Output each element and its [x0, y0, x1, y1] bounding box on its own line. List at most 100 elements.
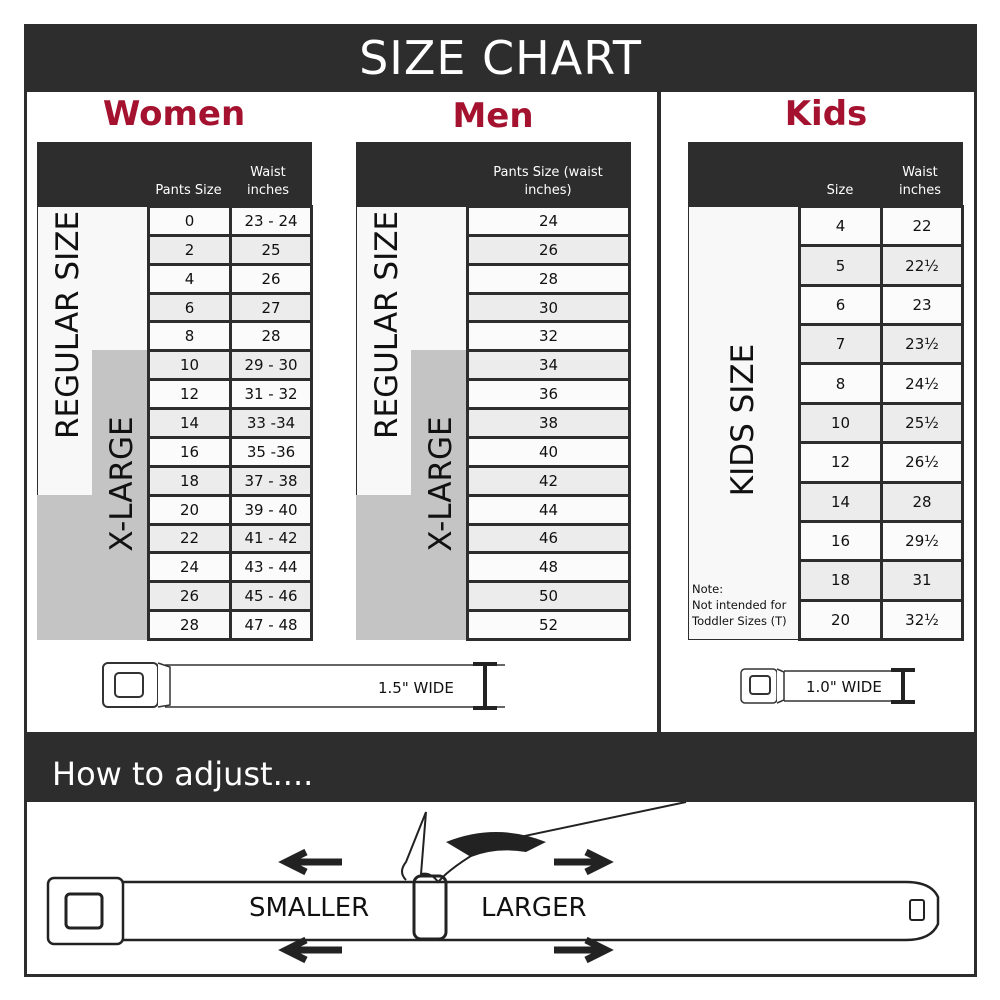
women-col-waist: Waist inches — [246, 165, 289, 198]
women-cell: 26 — [232, 265, 310, 292]
women-col-size: Pants Size — [155, 183, 222, 198]
kids-cell: 10 — [801, 404, 880, 442]
women-cell: 43 - 44 — [232, 554, 310, 581]
women-cell: 35 -36 — [232, 438, 310, 465]
men-title: Men — [452, 96, 534, 136]
men-size-table: 24 26 28 30 32 34 36 38 40 42 44 46 48 50 52 — [466, 205, 631, 641]
women-cell: 22 — [150, 525, 229, 552]
men-cell: 24 — [469, 208, 628, 234]
kids-cell: 22½ — [883, 247, 961, 284]
women-cell: 25 — [232, 236, 310, 263]
kids-cell: 18 — [801, 562, 880, 599]
women-cell: 29 - 30 — [232, 352, 310, 379]
women-cell: 28 — [232, 323, 310, 350]
men-cell: 30 — [469, 294, 628, 321]
kids-title: Kids — [784, 94, 868, 134]
belt-1-5-strap-end — [95, 664, 597, 708]
arrow-right-icon — [554, 848, 614, 876]
women-cell: 20 — [150, 496, 229, 523]
kids-cell: 7 — [801, 326, 880, 363]
women-cell: 0 — [150, 208, 229, 234]
kids-cell: 8 — [801, 365, 880, 402]
women-cell: 31 - 32 — [232, 381, 310, 408]
arrow-right-icon — [554, 936, 614, 964]
kids-note: Note: Not intended for Toddler Sizes (T) — [692, 581, 787, 629]
kids-size-table: 4 22 5 22½ 6 23 7 23½ 8 24½ 10 25½ 12 26½ 14 28 16 29½ 18 3… — [798, 205, 964, 641]
women-cell: 2 — [150, 236, 229, 263]
kids-cell: 22 — [883, 208, 961, 245]
women-cell: 27 — [232, 294, 310, 321]
kids-cell: 6 — [801, 286, 880, 324]
kids-cell: 29½ — [883, 522, 961, 560]
women-cell: 45 - 46 — [232, 583, 310, 610]
note-title: Note: — [692, 582, 724, 596]
men-xlarge-region-lower — [356, 495, 467, 640]
arrow-left-icon — [278, 936, 342, 964]
men-cell: 52 — [469, 612, 628, 638]
belt-1-5-illustration — [102, 662, 505, 708]
women-cell: 41 - 42 — [232, 525, 310, 552]
kids-cell: 24½ — [883, 365, 961, 402]
smaller-label: SMALLER — [249, 893, 370, 923]
adjust-illustration — [46, 802, 940, 964]
note-line-1: Not intended for — [692, 598, 787, 612]
women-cell: 16 — [150, 438, 229, 465]
kids-cell: 26½ — [883, 444, 961, 481]
women-cell: 37 - 38 — [232, 467, 310, 494]
kids-cell: 25½ — [883, 404, 961, 442]
kids-cell: 32½ — [883, 601, 961, 638]
kids-cell: 5 — [801, 247, 880, 284]
men-cell: 34 — [469, 352, 628, 379]
larger-label: LARGER — [481, 893, 587, 923]
men-cell: 48 — [469, 554, 628, 581]
women-xlarge-region-lower — [37, 495, 148, 640]
women-xlarge-label: X-LARGE — [104, 416, 140, 552]
belt-width-label-1-0: 1.0" WIDE — [806, 678, 882, 696]
women-cell: 28 — [150, 612, 229, 638]
belt-width-label-1-5: 1.5" WIDE — [378, 679, 454, 697]
kids-table-header: Size Waist inches — [688, 142, 963, 206]
page-title: SIZE CHART — [24, 24, 977, 92]
women-cell: 8 — [150, 323, 229, 350]
men-cell: 38 — [469, 410, 628, 436]
men-cell: 32 — [469, 323, 628, 350]
women-cell: 6 — [150, 294, 229, 321]
women-cell: 24 — [150, 554, 229, 581]
men-col-size: Pants Size (waist inches) — [493, 165, 603, 198]
kids-col-size: Size — [826, 183, 854, 198]
women-title: Women — [102, 94, 246, 134]
adjust-title: How to adjust.... — [24, 732, 977, 802]
kids-col-waist: Waist inches — [898, 165, 941, 198]
women-cell: 39 - 40 — [232, 496, 310, 523]
women-cell: 26 — [150, 583, 229, 610]
belt-strap — [118, 880, 940, 942]
kids-cell: 20 — [801, 601, 880, 638]
kids-cell: 16 — [801, 522, 880, 560]
kids-cell: 12 — [801, 444, 880, 481]
women-cell: 18 — [150, 467, 229, 494]
women-cell: 12 — [150, 381, 229, 408]
women-cell: 33 -34 — [232, 410, 310, 436]
divider — [657, 92, 661, 732]
women-cell: 47 - 48 — [232, 612, 310, 638]
men-xlarge-label: X-LARGE — [423, 416, 459, 552]
men-cell: 44 — [469, 496, 628, 523]
kids-cell: 31 — [883, 562, 961, 599]
kids-size-region — [688, 206, 799, 640]
women-size-table: 0 23 - 24 2 25 4 26 6 27 8 28 10 29 - 30 12 31 - 32 14… — [147, 205, 313, 641]
men-cell: 50 — [469, 583, 628, 610]
kids-cell: 23½ — [883, 326, 961, 363]
kids-size-label: KIDS SIZE — [725, 343, 761, 497]
men-cell: 46 — [469, 525, 628, 552]
kids-cell: 4 — [801, 208, 880, 245]
arrow-left-icon — [278, 848, 342, 876]
men-regular-label: REGULAR SIZE — [369, 210, 405, 439]
kids-cell: 14 — [801, 483, 880, 520]
men-table-header: Pants Size (waist inches) — [356, 142, 631, 206]
men-cell: 26 — [469, 236, 628, 263]
women-cell: 4 — [150, 265, 229, 292]
kids-cell: 28 — [883, 483, 961, 520]
belt-1-0-illustration — [740, 668, 915, 704]
kids-cell: 23 — [883, 286, 961, 324]
men-cell: 40 — [469, 438, 628, 465]
